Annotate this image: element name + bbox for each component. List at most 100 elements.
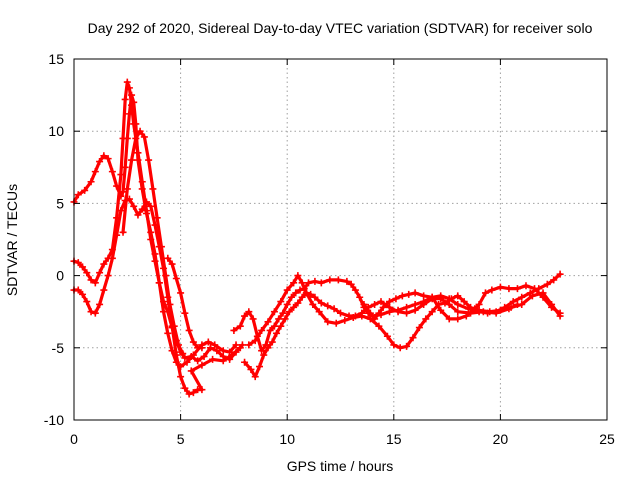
data-point (324, 318, 332, 326)
data-point (130, 202, 138, 210)
y-tick-label: 10 (48, 123, 64, 139)
data-point (509, 298, 517, 306)
data-point (130, 120, 138, 128)
data-point (467, 303, 475, 311)
data-point (177, 289, 185, 297)
data-point (462, 312, 470, 320)
data-point (270, 322, 278, 330)
data-point (251, 373, 259, 381)
data-point (471, 305, 479, 313)
data-point (343, 277, 351, 285)
x-tick-label: 25 (599, 431, 615, 447)
data-point (168, 260, 176, 268)
data-point (441, 299, 449, 307)
data-point (123, 78, 131, 86)
data-point (390, 341, 398, 349)
data-point (317, 279, 325, 287)
x-tick-label: 20 (493, 431, 509, 447)
data-point (311, 277, 319, 285)
data-point (383, 332, 391, 340)
data-point (360, 300, 368, 308)
data-point (228, 351, 236, 359)
data-point (134, 149, 142, 157)
data-point (155, 279, 163, 287)
data-point (87, 276, 95, 284)
data-point (283, 300, 291, 308)
data-point (279, 309, 287, 317)
data-point (187, 352, 195, 360)
data-point (145, 156, 153, 164)
data-point (531, 285, 539, 293)
data-point (170, 322, 178, 330)
data-point (249, 315, 257, 323)
data-point (96, 269, 104, 277)
data-point (366, 309, 374, 317)
data-point (437, 295, 445, 303)
data-point (268, 338, 276, 346)
data-point (211, 341, 219, 349)
data-point (290, 279, 298, 287)
data-point (294, 299, 302, 307)
data-point (209, 355, 217, 363)
data-point (437, 306, 445, 314)
data-point (142, 198, 150, 206)
data-point (183, 358, 191, 366)
data-point (347, 280, 355, 288)
data-point (230, 326, 238, 334)
data-point (264, 344, 272, 352)
data-point (556, 309, 564, 317)
data-point (151, 257, 159, 265)
data-point (315, 308, 323, 316)
plot-frame (73, 58, 608, 421)
data-point (550, 276, 558, 284)
data-point (287, 293, 295, 301)
data-point (283, 286, 291, 294)
data-point (147, 202, 155, 210)
data-point (81, 186, 89, 194)
data-point (351, 286, 359, 294)
data-point (236, 322, 244, 330)
data-point (305, 279, 313, 287)
data-point (245, 308, 253, 316)
data-point (454, 315, 462, 323)
data-point (157, 243, 165, 251)
series-track-i (360, 282, 564, 323)
data-point (255, 363, 263, 371)
data-point (125, 84, 133, 92)
data-point (270, 308, 278, 316)
data-point (290, 303, 298, 311)
data-point (91, 168, 99, 176)
data-point (140, 133, 148, 141)
data-point (358, 312, 366, 320)
data-point (136, 127, 144, 135)
data-point (285, 308, 293, 316)
data-point (420, 300, 428, 308)
data-point (420, 292, 428, 300)
data-point (539, 293, 547, 301)
y-tick-label: 15 (48, 51, 64, 67)
grid-lines (74, 59, 607, 420)
series-track-e (164, 254, 206, 352)
data-point (172, 274, 180, 282)
data-point (83, 269, 91, 277)
data-point (74, 191, 82, 199)
data-point (445, 315, 453, 323)
data-point (172, 351, 180, 359)
data-point (247, 365, 255, 373)
data-point (87, 308, 95, 316)
series-track-c (70, 195, 244, 398)
data-point (258, 347, 266, 355)
data-point (298, 279, 306, 287)
data-point (123, 185, 131, 193)
data-point (522, 282, 530, 290)
data-point (204, 338, 212, 346)
data-point (189, 389, 197, 397)
data-point (185, 390, 193, 398)
data-point (454, 308, 462, 316)
data-point (121, 95, 129, 103)
data-point (79, 263, 87, 271)
data-point (200, 352, 208, 360)
data-point (100, 260, 108, 268)
data-point (302, 289, 310, 297)
